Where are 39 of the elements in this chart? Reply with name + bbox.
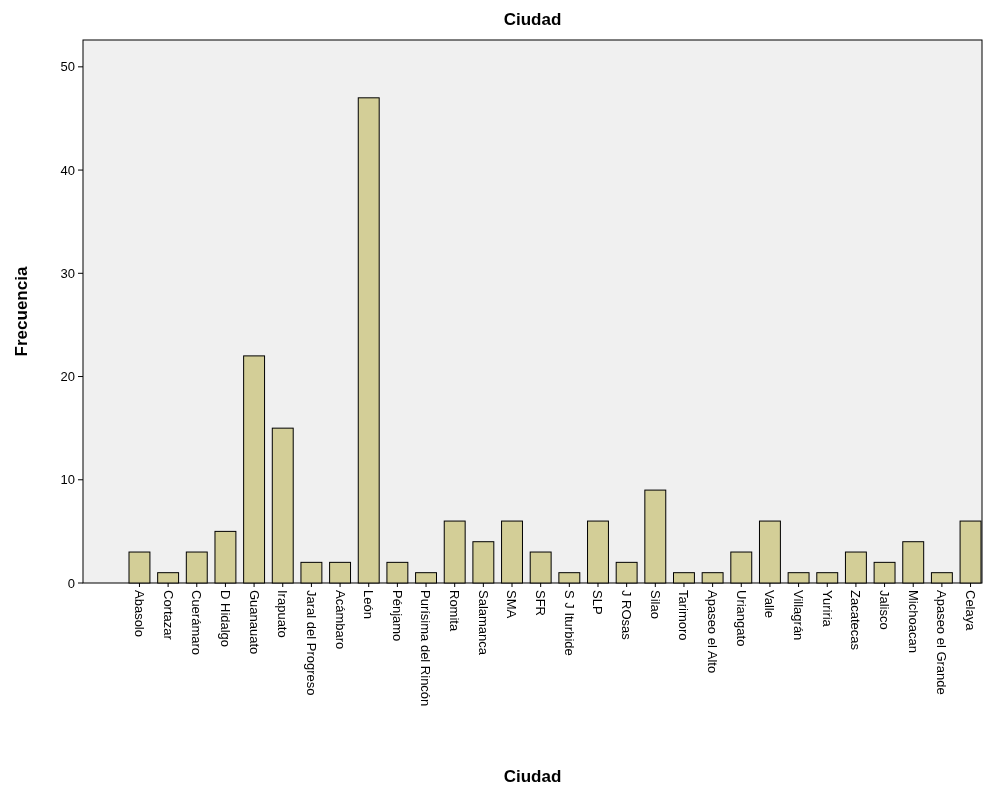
x-tick-label: Salamanca	[475, 590, 491, 656]
x-tick-label: Acámbaro	[332, 590, 348, 650]
y-tick-label: 20	[60, 369, 75, 385]
x-tick-label: Guanauato	[246, 590, 262, 655]
x-tick-label: SMA	[504, 590, 520, 619]
x-tick-label: S J Iturbide	[561, 590, 577, 656]
y-axis-title: Frecuencia	[12, 266, 31, 357]
x-tick-label: D Hidalgo	[217, 590, 233, 648]
x-tick-label: SFR	[533, 590, 549, 616]
x-tick-label: Celaya	[962, 590, 978, 632]
x-tick-label: Romita	[447, 590, 463, 632]
x-tick-label: Apaseo el Alto	[705, 590, 721, 674]
y-tick-label: 30	[60, 265, 75, 281]
x-tick-label: Silao	[647, 590, 663, 619]
x-tick-label: Purísima del Rincón	[418, 590, 434, 707]
x-tick-label: Villagrán	[791, 590, 807, 641]
x-tick-label: Jaral del Progreso	[303, 590, 319, 696]
chart-title: Ciudad	[503, 10, 562, 29]
x-tick-label: J ROsas	[619, 590, 635, 641]
x-tick-label: Cortazar	[160, 590, 176, 641]
y-tick-label: 0	[67, 575, 75, 591]
x-tick-label: Michoacan	[905, 590, 921, 653]
x-tick-label: Cuerámaro	[189, 590, 205, 656]
x-tick-label: Jalisco	[877, 590, 893, 630]
x-tick-label: Abasolo	[131, 590, 147, 637]
x-tick-label: Zacatecas	[848, 590, 864, 651]
y-tick-label: 10	[60, 472, 75, 488]
x-axis-title: Ciudad	[503, 767, 562, 786]
x-tick-label: Yuriria	[819, 590, 835, 628]
x-tick-label: SLP	[590, 590, 606, 615]
x-tick-label: León	[361, 590, 377, 619]
y-tick-label: 50	[60, 59, 75, 75]
x-tick-label: Apaseo el Grande	[934, 590, 950, 695]
y-tick-label: 40	[60, 162, 75, 178]
x-tick-label: Valle	[762, 590, 778, 618]
x-tick-label: Tarimoro	[676, 590, 692, 641]
x-tick-label: Irapuato	[275, 590, 291, 638]
x-tick-label: Uriangato	[733, 590, 749, 647]
x-tick-label: Pénjamo	[389, 590, 405, 642]
